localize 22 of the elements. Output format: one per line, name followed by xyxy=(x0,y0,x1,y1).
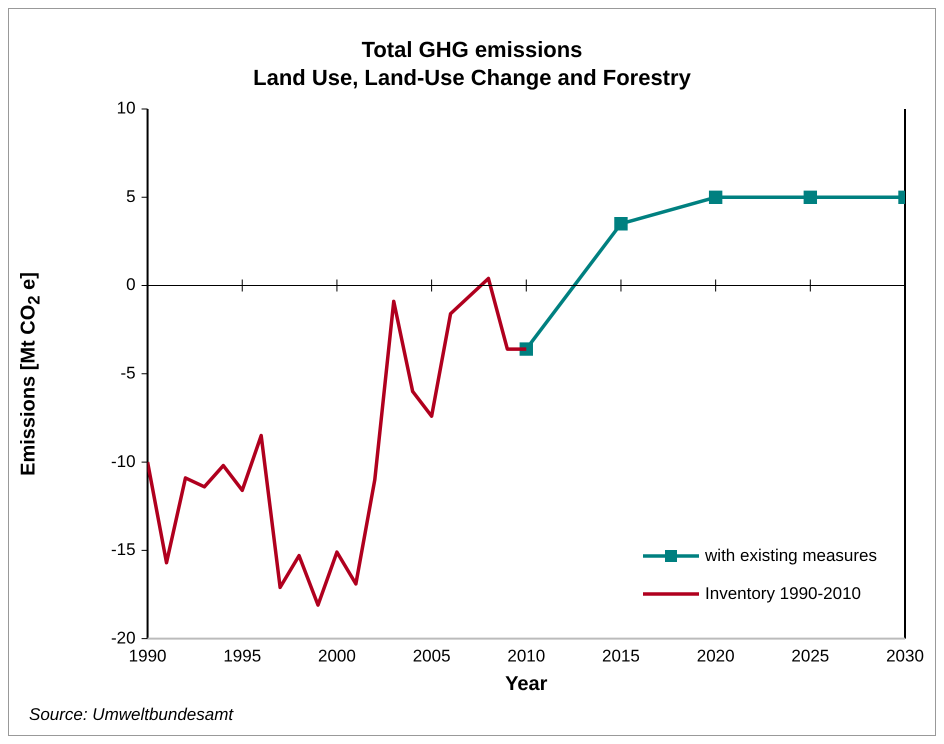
y-tick-label: -15 xyxy=(110,540,136,560)
x-tick-label: 1995 xyxy=(223,646,262,666)
x-tick-label: 2015 xyxy=(602,646,640,666)
x-tick-label: 2030 xyxy=(886,646,924,666)
y-tick-label: 5 xyxy=(126,186,136,206)
x-axis-title: Year xyxy=(504,673,548,696)
x-tick-label: 2005 xyxy=(412,646,451,666)
x-tick-label: 2010 xyxy=(507,646,546,666)
legend-label: with existing measures xyxy=(705,546,877,566)
source-note: Source: Umweltbundesamt xyxy=(29,705,234,725)
x-tick-label: 2020 xyxy=(696,646,735,666)
y-tick-label: -10 xyxy=(110,452,136,471)
chart-subtitle: Land Use, Land-Use Change and Forestry xyxy=(252,65,692,91)
x-tick-label: 1990 xyxy=(128,646,166,666)
chart-title: Total GHG emissions xyxy=(360,37,584,63)
x-tick-label: 2025 xyxy=(791,646,830,666)
legend-label: Inventory 1990-2010 xyxy=(705,584,861,604)
y-tick-label: -5 xyxy=(120,363,136,382)
y-tick-label: 0 xyxy=(126,275,136,294)
y-tick-label: -20 xyxy=(110,628,136,648)
x-tick-label: 2000 xyxy=(318,646,356,666)
y-tick-label: 10 xyxy=(116,98,136,118)
